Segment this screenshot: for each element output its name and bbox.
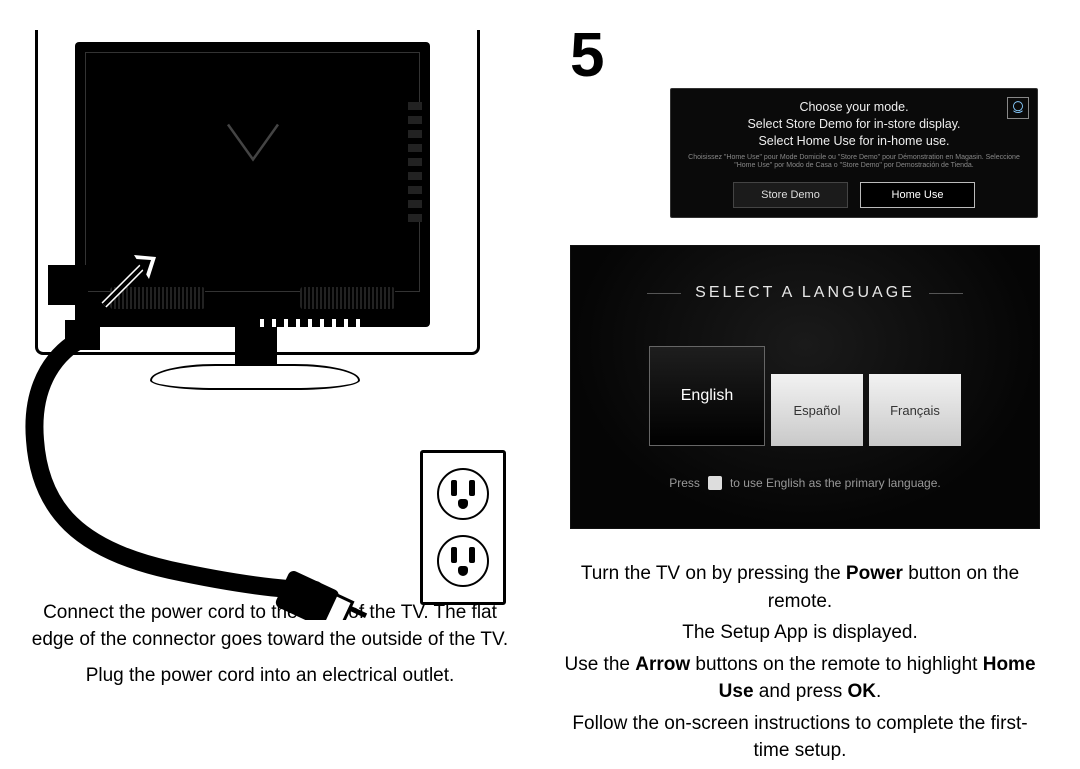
right-instruction-2: The Setup App is displayed. [560, 619, 1040, 647]
right-instruction-4: Follow the on-screen instructions to com… [560, 710, 1040, 765]
language-tile-french[interactable]: Français [869, 374, 961, 446]
mode-dialog-text: Choose your mode. Select Store Demo for … [685, 99, 1023, 150]
language-tile-spanish[interactable]: Español [771, 374, 863, 446]
right-instructions: Turn the TV on by pressing the Power but… [540, 560, 1060, 769]
mode-dialog-buttons: Store Demo Home Use [685, 182, 1023, 208]
left-column: Connect the power cord to the back of th… [0, 0, 540, 761]
language-selection-screen: SELECT A LANGUAGE English Español França… [570, 245, 1040, 529]
right-instruction-3: Use the Arrow buttons on the remote to h… [560, 651, 1040, 706]
outlet-socket-top [437, 468, 489, 520]
mode-line-2: Select Store Demo for in-store display. [685, 116, 1023, 133]
language-title-row: SELECT A LANGUAGE [571, 284, 1039, 302]
tv-side-ports [408, 102, 422, 222]
power-cord [20, 320, 380, 620]
divider-right [929, 293, 963, 294]
language-title: SELECT A LANGUAGE [695, 284, 915, 302]
language-tile-english[interactable]: English [649, 346, 765, 446]
step-number: 5 [570, 20, 604, 91]
outlet-socket-bottom [437, 535, 489, 587]
mode-selection-dialog: Choose your mode. Select Store Demo for … [670, 88, 1038, 218]
right-column: 5 Choose your mode. Select Store Demo fo… [540, 0, 1080, 761]
mode-line-1: Choose your mode. [685, 99, 1023, 116]
mode-line-3: Select Home Use for in-home use. [685, 133, 1023, 150]
ok-keycap-icon [708, 476, 722, 490]
divider-left [647, 293, 681, 294]
mode-dialog-subtext: Choisissez "Home Use" pour Mode Domicile… [685, 154, 1023, 171]
tv-power-diagram [30, 30, 510, 580]
language-tiles: English Español Français [571, 346, 1039, 446]
hint-prefix: Press [669, 476, 700, 490]
electrical-outlet [420, 450, 506, 605]
power-inlet-block [48, 265, 88, 305]
language-hint: Press to use English as the primary lang… [571, 476, 1039, 490]
arrow-icon [94, 245, 164, 315]
energy-star-icon [1007, 97, 1029, 119]
tv-speaker-grille-right [300, 287, 395, 309]
left-instruction-2: Plug the power cord into an electrical o… [30, 663, 510, 690]
hint-suffix: to use English as the primary language. [730, 476, 941, 490]
store-demo-button[interactable]: Store Demo [733, 182, 848, 208]
right-instruction-1: Turn the TV on by pressing the Power but… [560, 560, 1040, 615]
vizio-logo-icon [223, 119, 283, 164]
home-use-button[interactable]: Home Use [860, 182, 975, 208]
